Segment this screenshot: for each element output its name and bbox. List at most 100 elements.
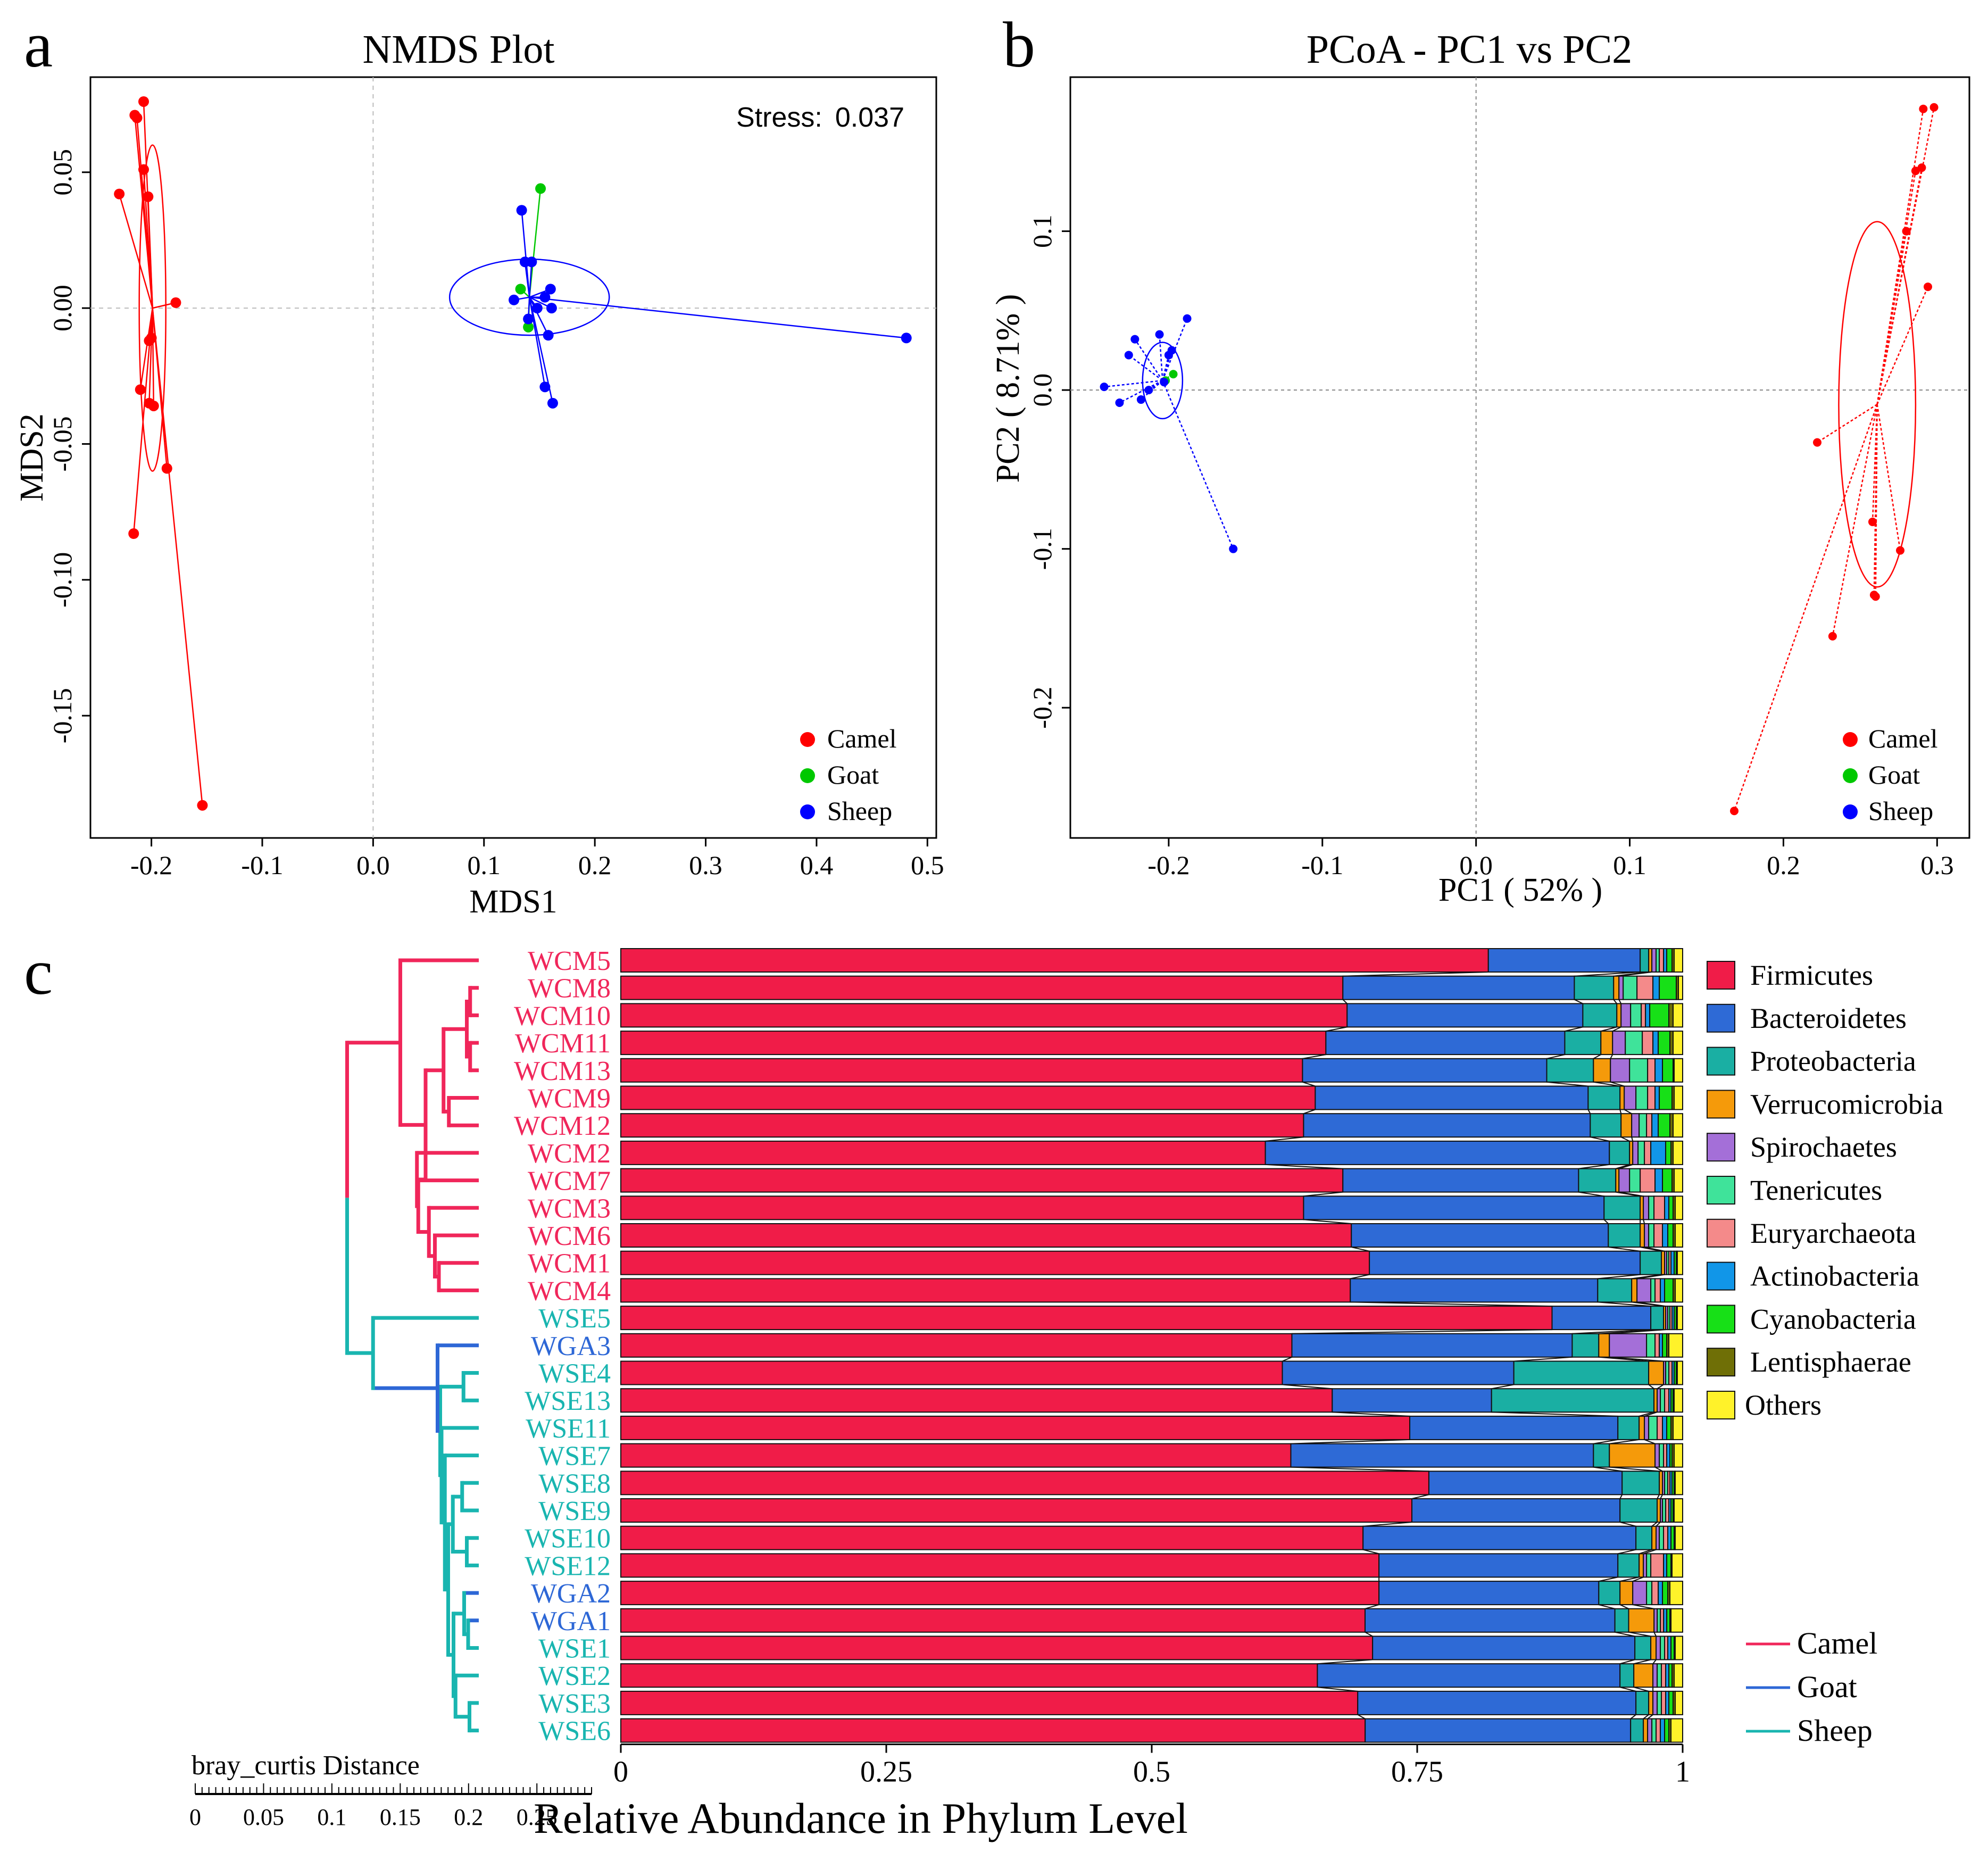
sheep-spider-line	[1104, 379, 1163, 388]
x-tick-label: 0.75	[1391, 1756, 1443, 1789]
x-tick-label: 0.3	[1920, 850, 1954, 880]
panel-a-ylabel: MDS2	[14, 413, 50, 501]
segment-euryarchaeota	[1650, 1553, 1665, 1578]
segment-cyanobacteria	[1666, 1415, 1672, 1440]
boundary-connector	[1587, 1109, 1591, 1114]
segment-proteobacteria	[1640, 1250, 1662, 1275]
legend-swatch-actinobacteria	[1707, 1261, 1735, 1291]
scale-tick-label: 0.05	[243, 1804, 284, 1830]
boundary-connector	[1633, 1687, 1649, 1692]
segment-others	[1678, 975, 1684, 1000]
boundary-connector	[1342, 999, 1347, 1004]
segment-others	[1673, 1415, 1683, 1440]
camel-point	[131, 112, 143, 123]
sheep-point	[901, 333, 912, 344]
segment-firmicutes	[620, 1278, 1351, 1303]
segment-verrucomicrobia	[1643, 1718, 1649, 1743]
sample-label: WCM8	[528, 974, 611, 1004]
boundary-connector	[1619, 971, 1652, 977]
segment-verrucomicrobia	[1620, 1113, 1633, 1138]
boundary-connector	[1609, 1466, 1660, 1472]
panel-b-title: PCoA - PC1 vs PC2	[1307, 27, 1632, 72]
boundary-connector	[1657, 1384, 1664, 1390]
boundary-connector	[1609, 1439, 1640, 1444]
segment-proteobacteria	[1582, 1003, 1618, 1028]
camel-point	[114, 188, 125, 200]
stress-value: 0.037	[835, 102, 904, 133]
legend-label-bacteroidetes: Bacteroidetes	[1750, 1002, 1907, 1034]
sheep-point	[523, 313, 534, 325]
segment-others	[1674, 1443, 1683, 1468]
legend-swatch-tenericutes	[1707, 1176, 1735, 1205]
segment-spirochaetes	[1654, 1443, 1660, 1468]
legend-a-camel: Camel	[827, 724, 897, 753]
sheep-point	[1160, 378, 1169, 387]
segment-spirochaetes	[1631, 1113, 1640, 1138]
sample-label: WCM9	[528, 1084, 611, 1114]
segment-proteobacteria	[1513, 1360, 1650, 1385]
boundary-connector	[1590, 1136, 1610, 1142]
segment-euryarchaeota	[1644, 1140, 1652, 1165]
camel-point	[138, 96, 149, 107]
segment-verrucomicrobia	[1619, 1085, 1625, 1110]
sample-label: WCM4	[528, 1276, 611, 1306]
segment-spirochaetes	[1644, 1223, 1650, 1248]
camel-spider-line	[1873, 404, 1878, 595]
boundary-connector	[1618, 999, 1622, 1004]
segment-firmicutes	[620, 1306, 1553, 1331]
segment-euryarchaeota	[1654, 1278, 1661, 1303]
boundary-connector	[1615, 1631, 1635, 1637]
segment-cyanobacteria	[1664, 1718, 1670, 1743]
boundary-connector	[1624, 1109, 1632, 1115]
segment-firmicutes	[620, 1388, 1333, 1413]
sheep-point	[1136, 395, 1145, 404]
legend-b-goat: Goat	[1868, 760, 1920, 790]
x-tick-label: 0.1	[1613, 850, 1646, 880]
segment-spirochaetes	[1651, 948, 1657, 973]
segment-bacteroidetes	[1364, 1608, 1616, 1633]
segment-verrucomicrobia	[1650, 1635, 1657, 1660]
distance-scale: bray_curtis Distance 0 0.05 0.1 0.15 0.2 0.25	[189, 1750, 592, 1830]
camel-point	[1896, 546, 1904, 555]
segment-verrucomicrobia	[1648, 1360, 1665, 1385]
segment-proteobacteria	[1617, 1553, 1640, 1578]
segment-euryarchaeota	[1647, 1085, 1656, 1110]
segment-tenericutes	[1623, 975, 1638, 1000]
series-goat	[515, 183, 546, 333]
stress-annotation: Stress: 0.037	[736, 102, 904, 133]
segment-tenericutes	[1660, 1635, 1666, 1660]
segment-cyanobacteria	[1659, 1085, 1673, 1110]
segment-spirochaetes	[1618, 975, 1624, 1000]
bar-WCM4	[620, 1278, 1684, 1303]
segment-verrucomicrobia	[1640, 1223, 1645, 1248]
segment-actinobacteria	[1652, 1031, 1659, 1056]
segment-proteobacteria	[1650, 1306, 1665, 1331]
segment-verrucomicrobia	[1631, 1278, 1638, 1303]
segment-tenericutes	[1659, 1443, 1665, 1468]
legend-swatch-others	[1707, 1391, 1735, 1419]
camel-spider-line	[118, 194, 153, 309]
segment-proteobacteria	[1587, 1085, 1621, 1110]
x-tick-label: 0.3	[689, 850, 722, 880]
sample-label: WGA2	[531, 1579, 611, 1609]
sheep-spider-line	[1162, 318, 1188, 381]
scale-tick-label: 0.2	[454, 1804, 483, 1830]
boundary-connector	[1599, 1356, 1649, 1362]
legend-b-sheep-marker	[1843, 804, 1858, 819]
camel-point	[1868, 517, 1877, 526]
segment-verrucomicrobia	[1633, 1663, 1654, 1688]
boundary-connector	[1265, 1136, 1304, 1142]
segment-verrucomicrobia	[1628, 1608, 1655, 1633]
segment-cyanobacteria	[1668, 1690, 1674, 1715]
bar-WGA1	[620, 1608, 1683, 1633]
segment-others	[1668, 1333, 1684, 1358]
series-camel	[114, 96, 208, 811]
boundary-connector	[1365, 1604, 1379, 1609]
group-legend-camel: Camel	[1797, 1626, 1877, 1660]
sample-label: WSE13	[525, 1386, 611, 1416]
y-tick-label: 0.00	[47, 285, 77, 331]
distance-scale-title: bray_curtis Distance	[192, 1750, 420, 1781]
sheep-point	[1130, 335, 1139, 344]
sample-label: WSE2	[538, 1661, 611, 1691]
segment-others	[1677, 1360, 1684, 1385]
